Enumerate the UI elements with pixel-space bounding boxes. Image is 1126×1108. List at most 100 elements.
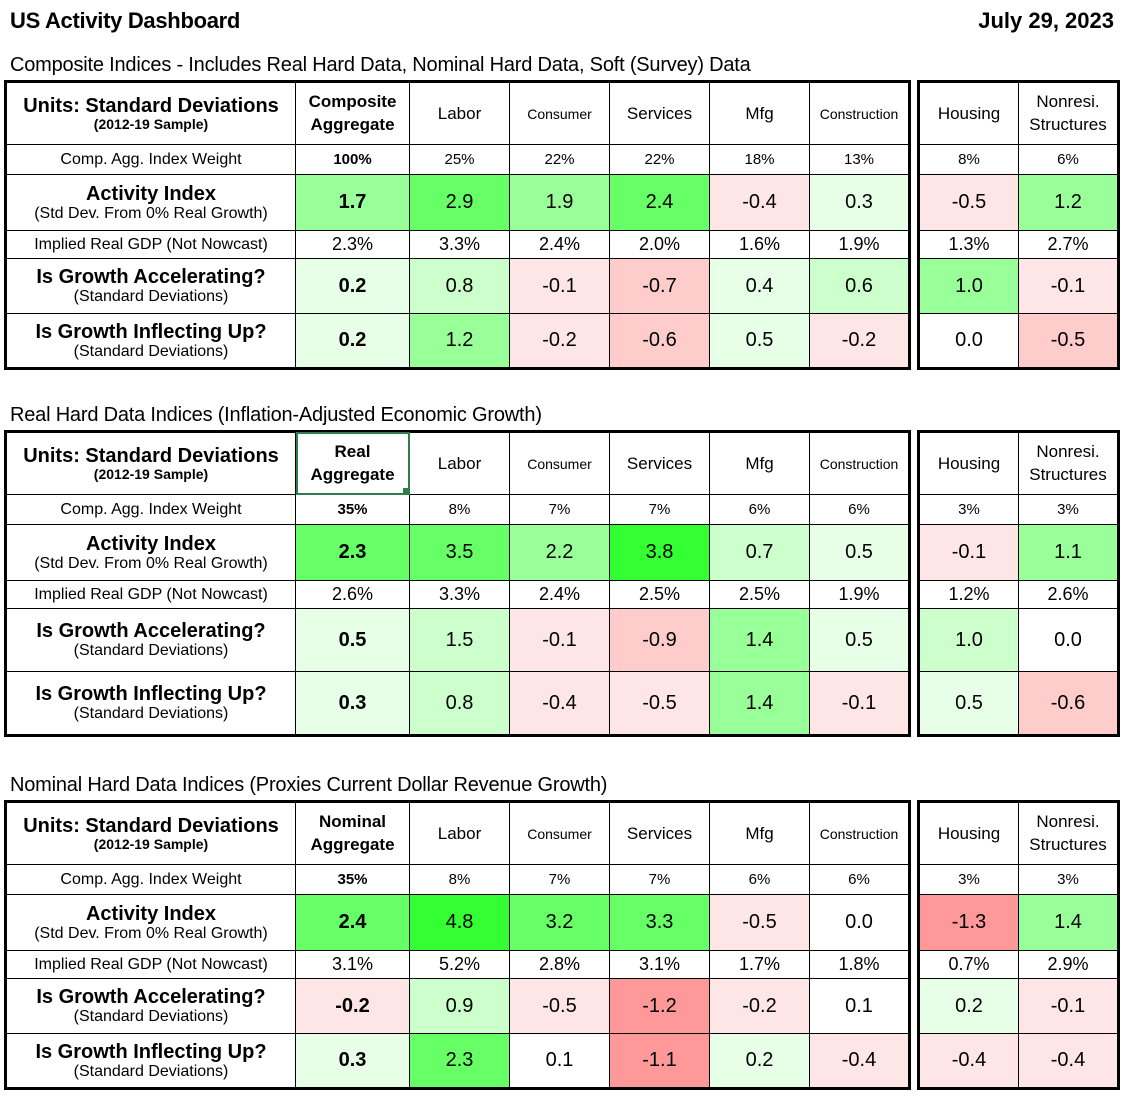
gdp-value-cell: 1.6%: [709, 230, 810, 259]
column-header-nonresi-line2: Structures: [1029, 834, 1107, 854]
dashboard-table-main: Units: Standard Deviations (2012-19 Sampl…: [4, 80, 911, 370]
column-header-consumer: Consumer: [509, 81, 610, 145]
activity-value-cell: 2.3: [295, 524, 410, 581]
aggregate-header-line1: Real: [334, 442, 371, 462]
inflect-value-cell: -0.5: [609, 671, 710, 736]
inflect-label: Is Growth Inflecting Up? (Standard Deviat…: [5, 313, 296, 369]
column-header-labor: Labor: [409, 431, 510, 495]
accel-label: Is Growth Accelerating? (Standard Deviati…: [5, 608, 296, 672]
section-label: Nominal Hard Data Indices (Proxies Curre…: [10, 774, 608, 796]
gdp-value-cell: 2.6%: [1018, 580, 1119, 609]
gdp-value-cell: 2.5%: [709, 580, 810, 609]
accel-value-cell: 0.6: [809, 258, 910, 314]
activity-label: Activity Index (Std Dev. From 0% Real Gro…: [5, 174, 296, 231]
column-header-nonresi: Nonresi. Structures: [1018, 431, 1119, 495]
gdp-value-cell: 2.7%: [1018, 230, 1119, 259]
gdp-value-cell: 2.3%: [295, 230, 410, 259]
accel-value-cell: -0.1: [1018, 258, 1119, 314]
accel-value-cell: 0.5: [295, 608, 410, 672]
inflect-value-cell: 1.2: [409, 313, 510, 369]
units-sub: (2012-19 Sample): [93, 465, 209, 482]
accel-label-sub: (Standard Deviations): [73, 642, 229, 660]
accel-value-cell: 1.4: [709, 608, 810, 672]
dashboard-table-structures: Housing Nonresi. Structures 3% 3% -1.3 1.4 0.7%…: [917, 800, 1120, 1090]
inflect-value-cell: 0.3: [295, 671, 410, 736]
activity-value-cell: 3.3: [609, 894, 710, 951]
inflect-label: Is Growth Inflecting Up? (Standard Deviat…: [5, 671, 296, 736]
gdp-value-cell: 2.8%: [509, 950, 610, 979]
column-header-consumer: Consumer: [509, 431, 610, 495]
accel-value-cell: -0.9: [609, 608, 710, 672]
aggregate-header-line2: Aggregate: [310, 464, 395, 484]
inflect-value-cell: 0.1: [509, 1033, 610, 1089]
weight-cell: 3%: [918, 494, 1019, 525]
activity-value-cell: -0.1: [918, 524, 1019, 581]
inflect-label-sub: (Standard Deviations): [73, 1062, 229, 1080]
gdp-label: Implied Real GDP (Not Nowcast): [5, 230, 296, 259]
activity-value-cell: 3.5: [409, 524, 510, 581]
accel-value-cell: -0.5: [509, 978, 610, 1034]
section-label: Real Hard Data Indices (Inflation-Adjust…: [10, 404, 542, 426]
activity-value-cell: 2.4: [295, 894, 410, 951]
activity-value-cell: -1.3: [918, 894, 1019, 951]
gdp-value-cell: 1.7%: [709, 950, 810, 979]
column-header-nonresi: Nonresi. Structures: [1018, 81, 1119, 145]
gdp-value-cell: 2.4%: [509, 230, 610, 259]
accel-label-main: Is Growth Accelerating?: [36, 620, 266, 643]
dashboard-date: July 29, 2023: [978, 8, 1114, 33]
column-header-construction: Construction: [809, 801, 910, 865]
activity-value-cell: -0.4: [709, 174, 810, 231]
weight-cell: 22%: [609, 144, 710, 175]
column-header-nonresi-line2: Structures: [1029, 464, 1107, 484]
activity-value-cell: 2.4: [609, 174, 710, 231]
activity-value-cell: 1.2: [1018, 174, 1119, 231]
column-header-services: Services: [609, 81, 710, 145]
inflect-value-cell: 0.5: [918, 671, 1019, 736]
column-header-mfg: Mfg: [709, 801, 810, 865]
gdp-label: Implied Real GDP (Not Nowcast): [5, 950, 296, 979]
column-header-construction: Construction: [809, 81, 910, 145]
inflect-value-cell: 0.3: [295, 1033, 410, 1089]
gdp-value-cell: 2.5%: [609, 580, 710, 609]
activity-value-cell: 0.3: [809, 174, 910, 231]
inflect-value-cell: 0.0: [918, 313, 1019, 369]
aggregate-header: Composite Aggregate: [295, 81, 410, 145]
weight-cell: 8%: [409, 864, 510, 895]
accel-label-main: Is Growth Accelerating?: [36, 266, 266, 289]
column-header-labor: Labor: [409, 801, 510, 865]
accel-value-cell: -0.7: [609, 258, 710, 314]
column-header-construction: Construction: [809, 431, 910, 495]
aggregate-header-line1: Composite: [308, 92, 397, 112]
units-main: Units: Standard Deviations: [23, 94, 279, 117]
dashboard-table-structures: Housing Nonresi. Structures 8% 6% -0.5 1.2 1.3%…: [917, 80, 1120, 370]
units-label: Units: Standard Deviations (2012-19 Sampl…: [5, 81, 296, 145]
aggregate-header-line2: Aggregate: [310, 834, 395, 854]
weight-cell: 6%: [809, 494, 910, 525]
accel-value-cell: -0.2: [709, 978, 810, 1034]
inflect-value-cell: 1.4: [709, 671, 810, 736]
units-sub: (2012-19 Sample): [93, 115, 209, 132]
weight-cell: 6%: [709, 864, 810, 895]
weight-label: Comp. Agg. Index Weight: [5, 864, 296, 895]
activity-value-cell: 3.8: [609, 524, 710, 581]
units-label: Units: Standard Deviations (2012-19 Sampl…: [5, 801, 296, 865]
units-main: Units: Standard Deviations: [23, 814, 279, 837]
activity-value-cell: 2.2: [509, 524, 610, 581]
weight-label: Comp. Agg. Index Weight: [5, 494, 296, 525]
activity-label-main: Activity Index: [85, 902, 217, 925]
accel-value-cell: 0.1: [809, 978, 910, 1034]
aggregate-header-line1: Nominal: [318, 812, 387, 832]
column-header-nonresi-line1: Nonresi.: [1036, 442, 1100, 462]
inflect-label-sub: (Standard Deviations): [73, 705, 229, 723]
weight-cell: 35%: [295, 494, 410, 525]
weight-label: Comp. Agg. Index Weight: [5, 144, 296, 175]
weight-cell: 8%: [918, 144, 1019, 175]
weight-cell: 18%: [709, 144, 810, 175]
column-header-services: Services: [609, 431, 710, 495]
activity-value-cell: 1.7: [295, 174, 410, 231]
dashboard-title: US Activity Dashboard: [10, 8, 241, 33]
activity-value-cell: 1.9: [509, 174, 610, 231]
column-header-housing: Housing: [918, 801, 1019, 865]
accel-value-cell: 0.9: [409, 978, 510, 1034]
gdp-value-cell: 2.0%: [609, 230, 710, 259]
